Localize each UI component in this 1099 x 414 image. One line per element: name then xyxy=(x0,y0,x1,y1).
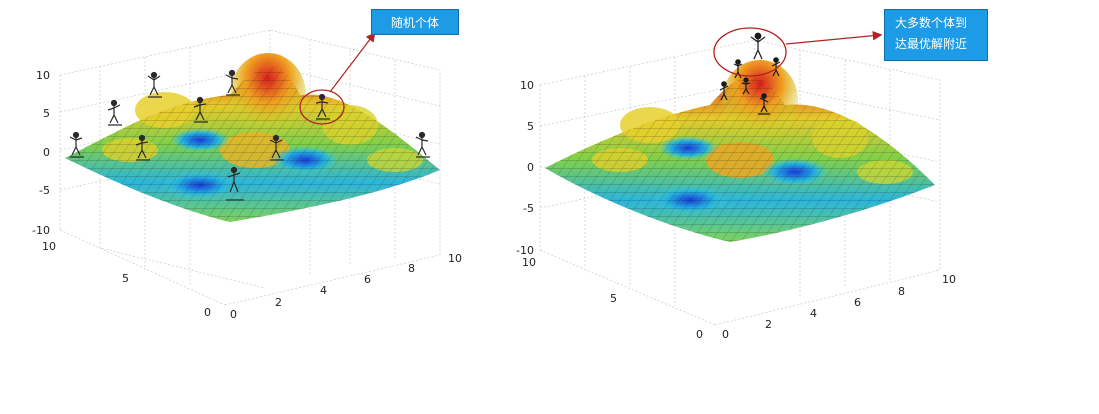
callout-random-individuals: 随机个体 xyxy=(371,9,459,35)
person-figure-icon xyxy=(193,96,208,123)
callout-text: 随机个体 xyxy=(390,15,439,30)
person-figure-icon xyxy=(750,32,766,60)
y-tick: 0 xyxy=(204,306,211,319)
x-tick: 6 xyxy=(854,296,861,309)
person-figure-icon xyxy=(69,131,84,158)
x-tick: 2 xyxy=(275,296,282,309)
x-tick: 8 xyxy=(408,262,415,275)
y-tick: 5 xyxy=(610,292,617,305)
surface-mesh xyxy=(545,60,935,243)
red-circle-highlight xyxy=(299,89,345,125)
z-tick: -10 xyxy=(516,244,534,257)
y-tick: 10 xyxy=(522,256,536,269)
z-tick: -5 xyxy=(39,184,50,197)
x-axis-ticks: 0 2 4 6 8 10 xyxy=(230,252,462,321)
z-axis-ticks: 10 5 0 -5 -10 xyxy=(32,69,50,237)
y-axis-ticks: 0 5 10 xyxy=(522,256,703,341)
z-tick: -10 xyxy=(32,224,50,237)
person-figure-icon xyxy=(135,134,150,161)
person-figure-icon xyxy=(771,57,781,77)
z-tick: 5 xyxy=(527,120,534,133)
callout-near-optimum: 大多数个体到 达最优解附近 xyxy=(884,9,988,61)
x-tick: 10 xyxy=(448,252,462,265)
person-figure-icon xyxy=(269,134,284,161)
callout-text-line1: 大多数个体到 xyxy=(895,16,968,30)
clustered-individuals xyxy=(719,32,781,115)
callout-text-line2: 达最优解附近 xyxy=(895,37,968,51)
person-figure-icon xyxy=(226,166,244,201)
x-tick: 0 xyxy=(230,308,237,321)
person-figure-icon xyxy=(315,93,330,120)
z-tick: 0 xyxy=(527,161,534,174)
x-tick: 4 xyxy=(810,307,817,320)
x-tick: 6 xyxy=(364,273,371,286)
surface-mesh xyxy=(65,53,440,223)
person-figure-icon xyxy=(733,59,743,79)
y-tick: 10 xyxy=(42,240,56,253)
left-surface-plot: 10 5 0 -5 -10 0 2 4 6 8 10 0 5 10 xyxy=(0,0,470,330)
person-figure-icon xyxy=(415,131,430,158)
person-figure-icon xyxy=(719,81,729,101)
person-figure-icon xyxy=(741,77,751,95)
z-tick: 10 xyxy=(36,69,50,82)
y-tick: 5 xyxy=(122,272,129,285)
person-figure-icon xyxy=(107,99,122,126)
x-tick: 0 xyxy=(722,328,729,341)
z-tick: 0 xyxy=(43,146,50,159)
x-tick: 10 xyxy=(942,273,956,286)
person-figure-icon xyxy=(147,71,162,98)
z-axis-ticks: 10 5 0 -5 -10 xyxy=(516,79,534,257)
x-tick: 8 xyxy=(898,285,905,298)
random-individuals xyxy=(69,69,430,201)
z-tick: 10 xyxy=(520,79,534,92)
person-figure-icon xyxy=(225,69,240,96)
x-axis-ticks: 0 2 4 6 8 10 xyxy=(722,273,956,341)
y-tick: 0 xyxy=(696,328,703,341)
z-tick: -5 xyxy=(523,202,534,215)
x-tick: 2 xyxy=(765,318,772,331)
right-surface-plot: 10 5 0 -5 -10 0 2 4 6 8 10 0 5 10 xyxy=(510,0,990,360)
y-axis-ticks: 0 5 10 xyxy=(42,240,211,319)
x-tick: 4 xyxy=(320,284,327,297)
person-figure-icon xyxy=(758,93,770,115)
z-tick: 5 xyxy=(43,107,50,120)
red-circle-highlight xyxy=(713,27,787,77)
